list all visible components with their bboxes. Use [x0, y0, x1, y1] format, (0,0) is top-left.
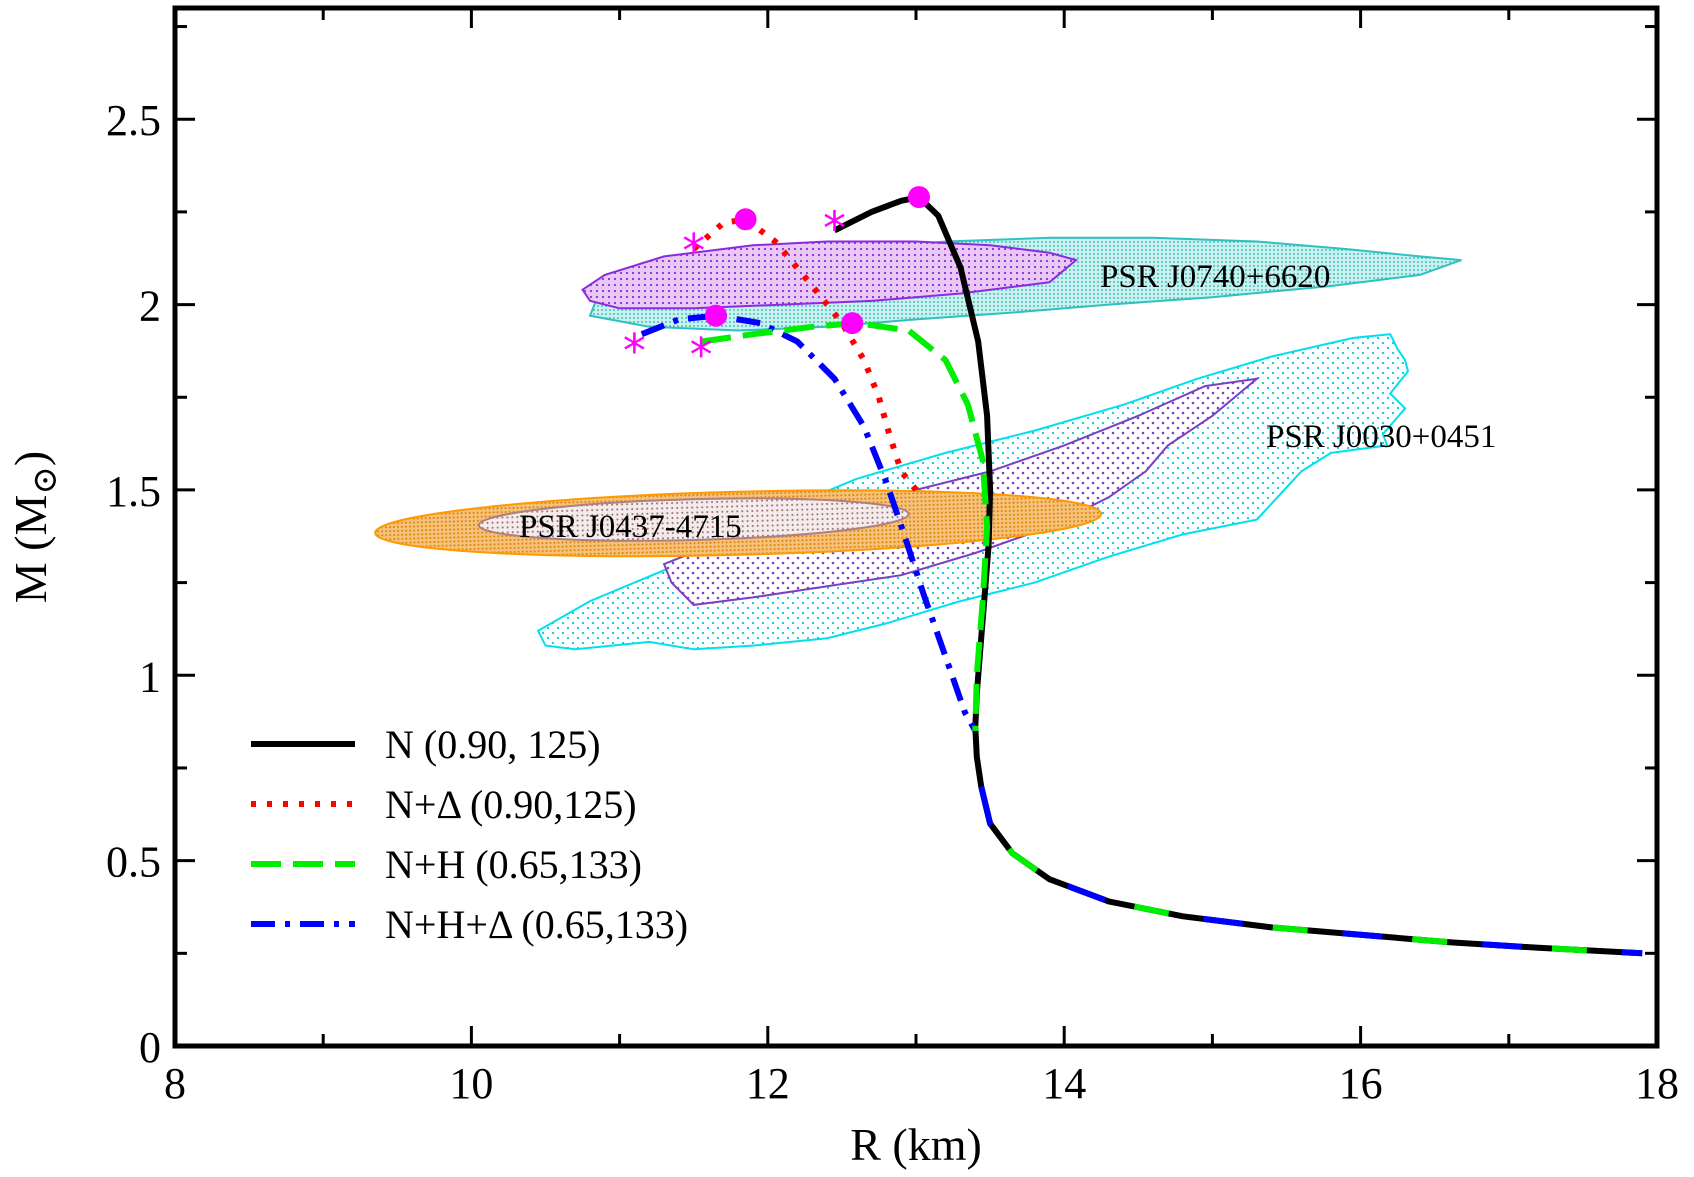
x-tick-label: 8 — [164, 1059, 186, 1108]
max-mass-dot-1 — [734, 208, 757, 231]
legend-label-n-delta: N+Δ (0.90,125) — [385, 782, 637, 827]
label-j0030: PSR J0030+0451 — [1266, 419, 1496, 455]
label-j0740: PSR J0740+6620 — [1100, 259, 1330, 295]
y-tick-label: 1 — [139, 652, 161, 701]
axis-ticks: 8 10 12 14 16 18 0 0.5 1 1.5 2 2.5 — [106, 8, 1679, 1108]
y-tick-label: 2 — [139, 282, 161, 331]
y-tick-label: 1.5 — [106, 467, 161, 516]
x-axis-title: R (km) — [850, 1119, 982, 1170]
y-tick-label: 0 — [139, 1023, 161, 1072]
eos-curves — [640, 194, 1643, 957]
x-tick-label: 16 — [1339, 1059, 1383, 1108]
x-tick-label: 18 — [1635, 1059, 1679, 1108]
series-line-1 — [691, 216, 919, 492]
y-tick-label: 2.5 — [106, 96, 161, 145]
star-marker-3: * — [623, 324, 646, 378]
legend-label-n: N (0.90, 125) — [385, 722, 601, 767]
star-marker-1: * — [682, 224, 705, 278]
max-mass-dot-0 — [907, 186, 930, 209]
max-mass-dot-3 — [704, 304, 727, 327]
x-tick-label: 10 — [449, 1059, 493, 1108]
legend-label-n-h: N+H (0.65,133) — [385, 842, 642, 887]
series-line-2 — [700, 320, 991, 731]
max-mass-dot-2 — [841, 312, 864, 335]
ellipse-J0437-inner — [477, 497, 910, 542]
star-marker-2: * — [690, 328, 713, 382]
star-marker-0: * — [823, 202, 846, 256]
x-tick-label: 14 — [1042, 1059, 1086, 1108]
y-tick-label: 0.5 — [106, 838, 161, 887]
legend: N (0.90, 125) N+Δ (0.90,125) N+H (0.65,1… — [251, 722, 688, 947]
max-mass-markers: * * * * — [623, 186, 930, 382]
observation-regions — [374, 236, 1462, 651]
legend-label-n-h-delta: N+H+Δ (0.65,133) — [385, 902, 688, 947]
y-axis-title: M (M⊙) — [5, 451, 64, 603]
x-tick-label: 12 — [746, 1059, 790, 1108]
label-j0437: PSR J0437-4715 — [519, 509, 742, 545]
region-J0740-inner — [581, 240, 1079, 310]
